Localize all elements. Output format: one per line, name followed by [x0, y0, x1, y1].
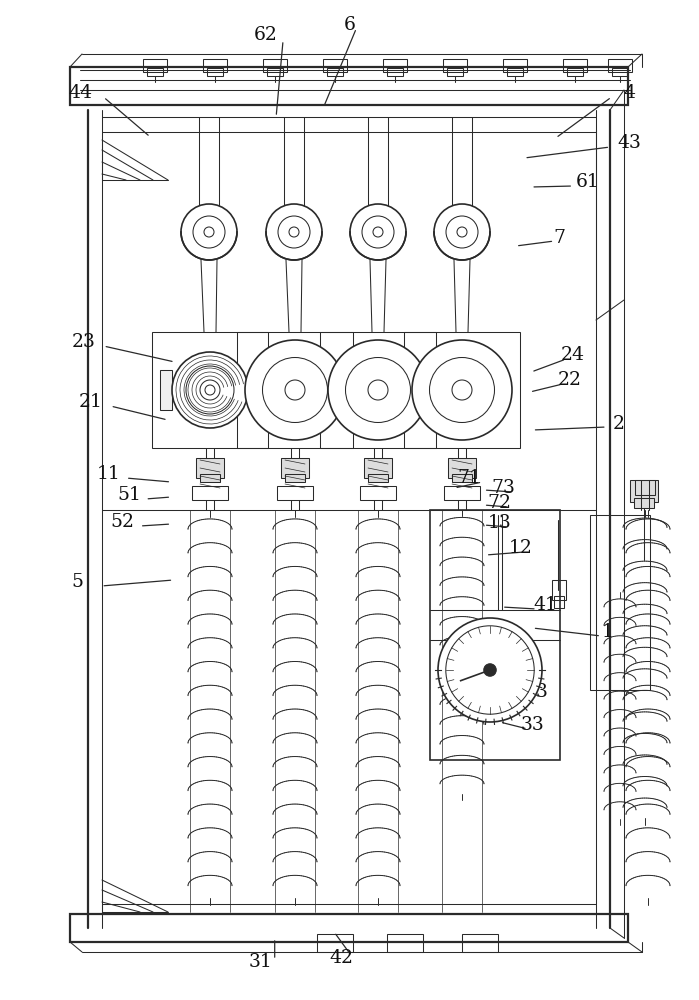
Text: 5: 5 [71, 573, 83, 591]
Bar [277, 486, 313, 500]
Bar [507, 68, 523, 76]
Bar [70, 914, 628, 942]
Bar [160, 370, 172, 410]
Text: 44: 44 [69, 84, 92, 102]
Circle shape [285, 380, 305, 400]
Bar [567, 68, 583, 76]
Bar [192, 486, 228, 500]
Text: 4: 4 [623, 84, 635, 102]
Bar [327, 68, 343, 76]
Bar [317, 934, 353, 952]
Bar [237, 332, 353, 448]
Circle shape [350, 204, 406, 260]
Bar [443, 59, 467, 72]
Bar [147, 68, 163, 76]
Circle shape [452, 380, 472, 400]
Bar [554, 596, 564, 608]
Text: 33: 33 [521, 716, 545, 734]
Circle shape [181, 204, 237, 260]
Circle shape [373, 227, 383, 237]
Circle shape [328, 340, 428, 440]
Bar [360, 486, 396, 500]
Text: 7: 7 [553, 229, 565, 247]
Text: 11: 11 [96, 465, 120, 483]
Bar [563, 59, 587, 72]
Bar [503, 59, 527, 72]
Circle shape [457, 227, 467, 237]
Text: 3: 3 [536, 683, 547, 701]
Text: 32: 32 [458, 656, 482, 674]
Bar [444, 486, 480, 500]
Bar [452, 474, 472, 482]
Text: 2: 2 [612, 415, 625, 433]
Circle shape [412, 340, 512, 440]
Bar [635, 480, 655, 495]
Bar [608, 59, 632, 72]
Circle shape [205, 385, 215, 395]
Bar [285, 474, 305, 482]
Bar [281, 458, 309, 478]
Bar [383, 59, 407, 72]
Text: 61: 61 [575, 173, 599, 191]
Circle shape [245, 340, 345, 440]
Text: 73: 73 [491, 479, 515, 497]
Bar [634, 498, 654, 508]
Bar [364, 458, 392, 478]
Bar [267, 68, 283, 76]
Text: 23: 23 [72, 333, 96, 351]
Text: 31: 31 [249, 953, 273, 971]
Text: 13: 13 [488, 514, 512, 532]
Circle shape [204, 227, 214, 237]
Bar [320, 332, 436, 448]
Text: 12: 12 [509, 539, 533, 557]
Text: 1: 1 [603, 623, 614, 641]
Text: 6: 6 [344, 16, 355, 34]
Bar [387, 934, 423, 952]
Bar [630, 480, 658, 502]
Bar [552, 580, 566, 600]
Circle shape [484, 664, 496, 676]
Text: 62: 62 [254, 26, 278, 44]
Text: 51: 51 [117, 486, 141, 504]
Circle shape [266, 204, 322, 260]
Circle shape [438, 618, 542, 722]
Bar [462, 934, 498, 952]
Bar [590, 515, 650, 690]
Circle shape [434, 204, 490, 260]
Text: 72: 72 [488, 494, 512, 512]
Bar [143, 59, 167, 72]
Circle shape [289, 227, 299, 237]
Circle shape [368, 380, 388, 400]
Text: 52: 52 [110, 513, 134, 531]
Bar [70, 67, 628, 105]
Text: 21: 21 [79, 393, 103, 411]
Bar [404, 332, 520, 448]
Text: 22: 22 [558, 371, 582, 389]
Bar [387, 68, 403, 76]
Text: 42: 42 [329, 949, 353, 967]
Text: 43: 43 [617, 134, 641, 152]
Bar [612, 68, 628, 76]
Text: 41: 41 [533, 596, 557, 614]
Bar [207, 68, 223, 76]
Text: 71: 71 [458, 469, 482, 487]
Bar [200, 474, 220, 482]
Bar [196, 458, 224, 478]
Bar [152, 332, 268, 448]
Bar [430, 510, 560, 760]
Circle shape [172, 352, 248, 428]
Bar [263, 59, 287, 72]
Bar [368, 474, 388, 482]
Bar [447, 68, 463, 76]
Text: 24: 24 [561, 346, 585, 364]
Bar [448, 458, 476, 478]
Bar [323, 59, 347, 72]
Bar [203, 59, 227, 72]
